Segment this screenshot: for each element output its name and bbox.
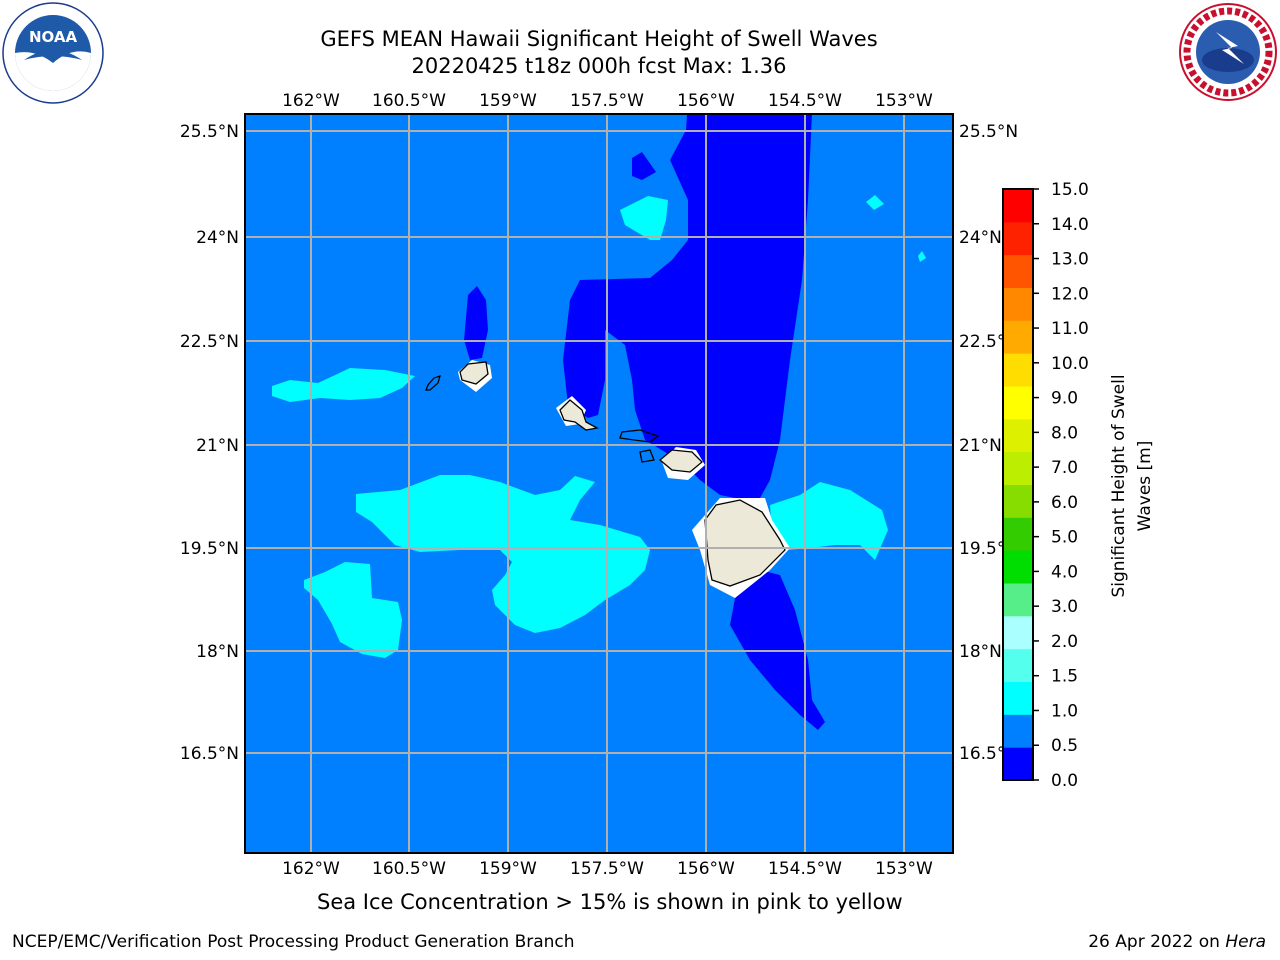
colorbar-label-line2: Waves [m] [1135, 441, 1155, 532]
footer-host: Hera [1225, 932, 1266, 952]
chart-title: GEFS MEAN Hawaii Significant Height of S… [320, 27, 878, 51]
lat-tick-left: 25.5°N [180, 122, 239, 142]
lon-tick-top: 157.5°W [570, 91, 644, 111]
colorbar-segment [1003, 386, 1033, 420]
colorbar-label-line1: Significant Height of Swell [1109, 374, 1129, 597]
lon-tick-top: 162°W [282, 91, 340, 111]
chart-subtitle: 20220425 t18z 000h fcst Max: 1.36 [411, 54, 787, 78]
colorbar-segment [1003, 353, 1033, 387]
colorbar-tick-label: 4.0 [1051, 562, 1078, 582]
colorbar-tick-label: 5.0 [1051, 528, 1078, 548]
lon-tick-bottom: 160.5°W [372, 859, 446, 879]
colorbar-segment [1003, 550, 1033, 584]
lon-tick-bottom: 154.5°W [768, 859, 842, 879]
colorbar-frame [1002, 188, 1034, 781]
colorbar-segment [1003, 747, 1033, 781]
colorbar-tick-label: 1.0 [1051, 701, 1078, 721]
lat-tick-right: 21°N [959, 436, 1002, 456]
footer-credit: NCEP/EMC/Verification Post Processing Pr… [12, 932, 575, 952]
lat-tick-left: 16.5°N [180, 744, 239, 764]
colorbar-segment [1003, 714, 1033, 748]
colorbar: 0.0 0.5 1.0 1.5 2.0 3.0 4.0 5.0 6.0 7.0 8.0 9.0 10.0… [1002, 180, 1089, 791]
colorbar-tick-label: 12.0 [1051, 284, 1089, 304]
map-gridlines [245, 114, 953, 853]
lat-tick-left: 18°N [196, 642, 239, 662]
colorbar-tick-label: 7.0 [1051, 458, 1078, 478]
lon-tick-top: 154.5°W [768, 91, 842, 111]
colorbar-tick-label: 9.0 [1051, 389, 1078, 409]
nws-logo [1179, 3, 1277, 101]
colorbar-segment [1003, 648, 1033, 682]
sea-ice-note: Sea Ice Concentration > 15% is shown in … [317, 890, 903, 914]
colorbar-tick-label: 6.0 [1051, 493, 1078, 513]
lon-tick-top: 159°W [479, 91, 537, 111]
colorbar-tick-label: 10.0 [1051, 354, 1089, 374]
colorbar-segment [1003, 451, 1033, 485]
colorbar-segment [1003, 681, 1033, 715]
colorbar-segment [1003, 517, 1033, 551]
footer-date-text: 26 Apr 2022 on [1088, 932, 1226, 952]
lat-tick-right: 24°N [959, 228, 1002, 248]
colorbar-tick-label: 13.0 [1051, 250, 1089, 270]
colorbar-tick-label: 8.0 [1051, 423, 1078, 443]
colorbar-tick-label: 3.0 [1051, 597, 1078, 617]
colorbar-segment [1003, 418, 1033, 453]
colorbar-segment [1003, 615, 1033, 650]
lon-tick-bottom: 162°W [282, 859, 340, 879]
lat-tick-left: 19.5°N [180, 539, 239, 559]
noaa-logo: NOAA [2, 2, 104, 104]
lon-tick-bottom: 157.5°W [570, 859, 644, 879]
lat-tick-right: 25.5°N [959, 122, 1018, 142]
colorbar-tick-label: 14.0 [1051, 215, 1089, 235]
colorbar-segment [1003, 484, 1033, 518]
lon-tick-bottom: 159°W [479, 859, 537, 879]
colorbar-tick-label: 1.5 [1051, 667, 1078, 687]
lon-tick-bottom: 156°W [677, 859, 735, 879]
colorbar-segment [1003, 189, 1033, 223]
noaa-logo-text: NOAA [29, 28, 78, 46]
colorbar-segment [1003, 254, 1033, 288]
lat-tick-left: 24°N [196, 228, 239, 248]
map-frame [244, 113, 954, 854]
lon-tick-top: 153°W [875, 91, 933, 111]
colorbar-segment [1003, 320, 1033, 354]
colorbar-tick-label: 15.0 [1051, 180, 1089, 200]
swell-level-mid [272, 195, 926, 658]
ocean-background [245, 114, 953, 853]
colorbar-tick-label: 11.0 [1051, 319, 1089, 339]
colorbar-segment [1003, 221, 1033, 256]
colorbar-tick-label: 0.0 [1051, 771, 1078, 791]
lat-tick-left: 22.5°N [180, 332, 239, 352]
lat-tick-right: 18°N [959, 642, 1002, 662]
lon-tick-top: 156°W [677, 91, 735, 111]
colorbar-segment [1003, 583, 1033, 617]
colorbar-tick-label: 0.5 [1051, 736, 1078, 756]
colorbar-tick-label: 2.0 [1051, 632, 1078, 652]
footer-date: 26 Apr 2022 on Hera [1088, 932, 1266, 952]
lon-tick-top: 160.5°W [372, 91, 446, 111]
lat-tick-left: 21°N [196, 436, 239, 456]
lon-tick-bottom: 153°W [875, 859, 933, 879]
colorbar-segment [1003, 287, 1033, 321]
